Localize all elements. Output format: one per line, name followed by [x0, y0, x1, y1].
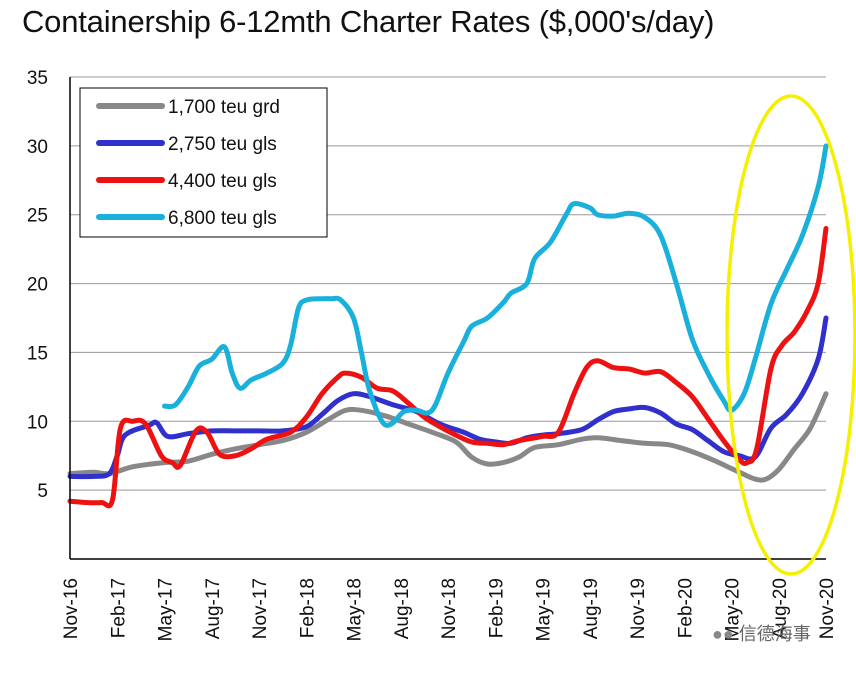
x-tick-label: May-17 — [156, 578, 177, 641]
x-tick-label: May-20 — [723, 578, 744, 641]
x-tick-label: Feb-17 — [108, 578, 129, 638]
y-tick-label: 35 — [27, 68, 48, 89]
series-line-3 — [67, 226, 829, 509]
y-tick-labels: 5 10 15 20 25 30 35 — [27, 68, 48, 502]
y-tick-label: 20 — [27, 275, 48, 296]
legend-label: 1,700 teu grd — [168, 97, 280, 118]
series-lines — [67, 143, 829, 509]
x-tick-label: May-19 — [534, 578, 555, 641]
x-tick-label: Nov-16 — [61, 578, 82, 639]
x-tick-label: Nov-17 — [250, 578, 271, 639]
legend: 1,700 teu grd 2,750 teu gls 4,400 teu gls 6… — [79, 87, 328, 238]
y-tick-label: 15 — [27, 343, 48, 364]
legend-label: 6,800 teu gls — [168, 208, 277, 229]
x-tick-label: Nov-19 — [628, 578, 649, 639]
x-tick-label: Feb-20 — [675, 578, 696, 638]
series-line-4 — [162, 143, 829, 428]
x-tick-label: Aug-19 — [581, 578, 602, 639]
gridlines — [70, 76, 826, 491]
x-tick-label: Feb-19 — [486, 578, 507, 638]
legend-box — [79, 87, 328, 238]
x-tick-label: Aug-20 — [770, 578, 791, 639]
x-tick-label: Nov-20 — [817, 578, 838, 639]
y-tick-label: 30 — [27, 137, 48, 158]
y-tick-label: 25 — [27, 206, 48, 227]
watermark-text: 信德海事 — [738, 624, 811, 644]
legend-label: 2,750 teu gls — [168, 134, 277, 155]
x-tick-label: Aug-18 — [392, 578, 413, 639]
x-tick-label: Aug-17 — [203, 578, 224, 639]
highlight-ellipse — [725, 94, 856, 576]
series-line-2 — [67, 315, 829, 480]
y-tick-label: 5 — [37, 481, 48, 502]
watermark: ●● 信德海事 — [712, 620, 811, 646]
x-tick-label: May-18 — [345, 578, 366, 641]
y-tick-label: 10 — [27, 412, 48, 433]
wechat-icon: ●● — [712, 624, 734, 644]
legend-label: 4,400 teu gls — [168, 171, 277, 192]
chart-title: Containership 6-12mth Charter Rates ($,0… — [22, 4, 715, 39]
x-tick-label: Feb-18 — [297, 578, 318, 638]
x-tick-labels: Nov-16 Feb-17 May-17 Aug-17 Nov-17 Feb-18 May-… — [61, 578, 838, 641]
x-tick-label: Nov-18 — [439, 578, 460, 639]
